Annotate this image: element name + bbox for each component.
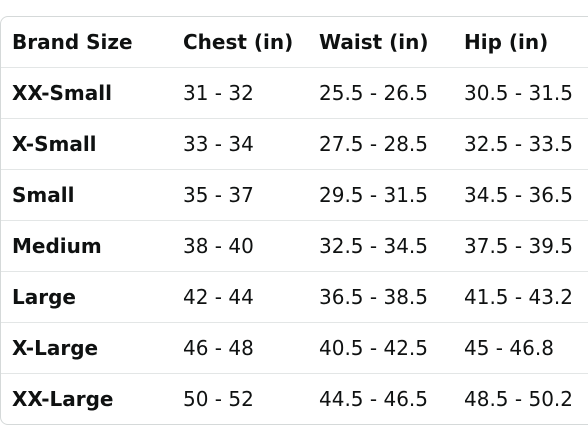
hip-value: 32.5 - 33.5 [464, 132, 573, 156]
chest-value: 31 - 32 [183, 81, 254, 105]
hip-value: 30.5 - 31.5 [464, 81, 573, 105]
size-label: XX-Small [12, 81, 112, 105]
size-label: Small [12, 183, 75, 207]
chest-value: 42 - 44 [183, 285, 254, 309]
header-hip: Hip (in) [464, 30, 549, 54]
chest-value: 46 - 48 [183, 336, 254, 360]
hip-value: 45 - 46.8 [464, 336, 554, 360]
size-label: XX-Large [12, 387, 114, 411]
hip-value: 34.5 - 36.5 [464, 183, 573, 207]
header-brand-size: Brand Size [12, 30, 133, 54]
waist-value: 36.5 - 38.5 [319, 285, 428, 309]
table-row: Large 42 - 44 36.5 - 38.5 41.5 - 43.2 [1, 271, 588, 322]
table-row: Medium 38 - 40 32.5 - 34.5 37.5 - 39.5 [1, 220, 588, 271]
waist-value: 29.5 - 31.5 [319, 183, 428, 207]
size-label: X-Large [12, 336, 99, 360]
hip-value: 37.5 - 39.5 [464, 234, 573, 258]
table-row: X-Large 46 - 48 40.5 - 42.5 45 - 46.8 [1, 322, 588, 373]
table-row: Small 35 - 37 29.5 - 31.5 34.5 - 36.5 [1, 169, 588, 220]
table-header-row: Brand Size Chest (in) Waist (in) Hip (in… [1, 17, 588, 67]
table-row: XX-Large 50 - 52 44.5 - 46.5 48.5 - 50.2 [1, 373, 588, 424]
size-label: Large [12, 285, 76, 309]
chest-value: 50 - 52 [183, 387, 254, 411]
hip-value: 48.5 - 50.2 [464, 387, 573, 411]
chest-value: 35 - 37 [183, 183, 254, 207]
waist-value: 32.5 - 34.5 [319, 234, 428, 258]
waist-value: 44.5 - 46.5 [319, 387, 428, 411]
waist-value: 27.5 - 28.5 [319, 132, 428, 156]
size-label: X-Small [12, 132, 97, 156]
chest-value: 33 - 34 [183, 132, 254, 156]
size-label: Medium [12, 234, 102, 258]
header-chest: Chest (in) [183, 30, 294, 54]
chest-value: 38 - 40 [183, 234, 254, 258]
waist-value: 40.5 - 42.5 [319, 336, 428, 360]
header-waist: Waist (in) [319, 30, 429, 54]
hip-value: 41.5 - 43.2 [464, 285, 573, 309]
table-row: XX-Small 31 - 32 25.5 - 26.5 30.5 - 31.5 [1, 67, 588, 118]
size-chart-table: Brand Size Chest (in) Waist (in) Hip (in… [0, 16, 588, 425]
table-row: X-Small 33 - 34 27.5 - 28.5 32.5 - 33.5 [1, 118, 588, 169]
waist-value: 25.5 - 26.5 [319, 81, 428, 105]
